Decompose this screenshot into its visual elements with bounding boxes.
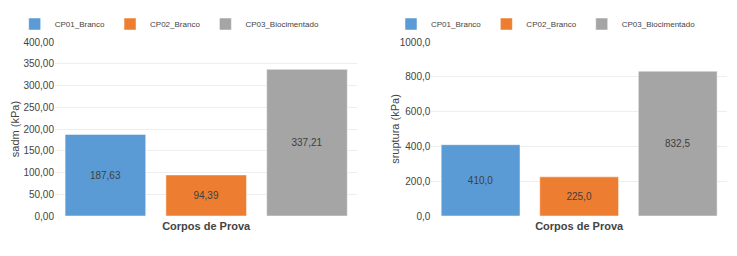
- svg-text:CP02_Branco: CP02_Branco: [150, 20, 200, 29]
- svg-text:CP03_Biocimentado: CP03_Biocimentado: [245, 20, 318, 29]
- svg-text:50,00: 50,00: [29, 189, 54, 200]
- svg-text:250,00: 250,00: [23, 102, 54, 113]
- svg-text:400,0: 400,0: [405, 141, 430, 152]
- svg-text:600,0: 600,0: [405, 106, 430, 117]
- svg-text:200,00: 200,00: [23, 124, 54, 135]
- svg-text:94,39: 94,39: [193, 190, 218, 201]
- svg-text:350,00: 350,00: [23, 58, 54, 69]
- svg-text:800,0: 800,0: [405, 71, 430, 82]
- svg-text:CP01_Branco: CP01_Branco: [55, 20, 105, 29]
- svg-text:410,0: 410,0: [468, 175, 493, 186]
- svg-text:Corpos de Prova: Corpos de Prova: [162, 220, 251, 232]
- svg-text:CP03_Biocimentado: CP03_Biocimentado: [622, 20, 695, 29]
- svg-text:150,00: 150,00: [23, 145, 54, 156]
- svg-text:100,00: 100,00: [23, 167, 54, 178]
- svg-text:0,0: 0,0: [416, 211, 430, 222]
- svg-text:sadm (kPa): sadm (kPa): [9, 101, 21, 157]
- svg-text:CP02_Branco: CP02_Branco: [526, 20, 576, 29]
- svg-text:225,0: 225,0: [566, 191, 591, 202]
- svg-text:Corpos de Prova: Corpos de Prova: [535, 220, 624, 232]
- svg-text:300,00: 300,00: [23, 80, 54, 91]
- svg-text:0,00: 0,00: [35, 211, 55, 222]
- svg-text:400,00: 400,00: [23, 37, 54, 48]
- svg-text:CP01_Branco: CP01_Branco: [431, 20, 481, 29]
- svg-text:187,63: 187,63: [90, 170, 121, 181]
- svg-text:1000,0: 1000,0: [400, 37, 431, 48]
- svg-text:200,0: 200,0: [405, 176, 430, 187]
- svg-text:sruptura (kPa): sruptura (kPa): [389, 94, 401, 164]
- svg-text:832,5: 832,5: [665, 138, 690, 149]
- svg-text:337,21: 337,21: [291, 137, 322, 148]
